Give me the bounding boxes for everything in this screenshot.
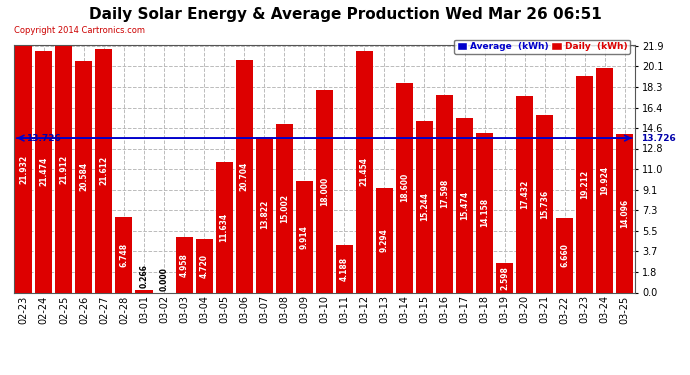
Bar [95, 50, 112, 292]
Text: 17.598: 17.598 [440, 179, 449, 208]
Bar [356, 51, 373, 292]
Text: 15.736: 15.736 [540, 189, 549, 219]
Text: 20.584: 20.584 [79, 162, 88, 191]
Text: 2.598: 2.598 [500, 266, 509, 290]
Text: 9.294: 9.294 [380, 228, 389, 252]
Bar [556, 217, 573, 292]
Text: 21.474: 21.474 [39, 157, 48, 186]
Bar [336, 245, 353, 292]
Text: 19.212: 19.212 [580, 170, 589, 199]
Bar [596, 68, 613, 292]
Bar [175, 237, 193, 292]
Text: 21.932: 21.932 [19, 154, 28, 184]
Bar [436, 94, 453, 292]
Bar [496, 263, 513, 292]
Bar [476, 133, 493, 292]
Bar [75, 61, 92, 292]
Bar [236, 60, 253, 292]
Bar [376, 188, 393, 292]
Text: 9.914: 9.914 [299, 225, 308, 249]
Bar [276, 124, 293, 292]
Text: 21.912: 21.912 [59, 154, 68, 184]
Bar [195, 239, 213, 292]
Text: 15.474: 15.474 [460, 191, 469, 220]
Bar [296, 181, 313, 292]
Text: 18.000: 18.000 [319, 177, 329, 206]
Bar [456, 118, 473, 292]
Text: 6.748: 6.748 [119, 243, 128, 267]
Text: 0.266: 0.266 [139, 264, 148, 288]
Text: Daily Solar Energy & Average Production Wed Mar 26 06:51: Daily Solar Energy & Average Production … [88, 8, 602, 22]
Text: 4.720: 4.720 [199, 254, 208, 278]
Bar [256, 137, 273, 292]
Text: 4.188: 4.188 [340, 257, 349, 281]
Text: 18.600: 18.600 [400, 173, 409, 202]
Text: 15.002: 15.002 [279, 194, 288, 223]
Bar [536, 116, 553, 292]
Bar [115, 217, 132, 292]
Text: 6.660: 6.660 [560, 243, 569, 267]
Text: 17.432: 17.432 [520, 180, 529, 209]
Text: 4.958: 4.958 [179, 253, 188, 276]
Bar [416, 121, 433, 292]
Bar [35, 51, 52, 292]
Text: 15.244: 15.244 [420, 192, 429, 221]
Bar [616, 134, 633, 292]
Text: 21.454: 21.454 [360, 158, 369, 186]
Text: 11.634: 11.634 [219, 213, 228, 242]
Text: 13.822: 13.822 [259, 200, 268, 230]
Text: 20.704: 20.704 [239, 161, 248, 190]
Text: 14.158: 14.158 [480, 198, 489, 227]
Text: 13.726: 13.726 [641, 134, 676, 142]
Bar [576, 76, 593, 292]
Bar [516, 96, 533, 292]
Text: Copyright 2014 Cartronics.com: Copyright 2014 Cartronics.com [14, 26, 145, 35]
Text: 14.096: 14.096 [620, 199, 629, 228]
Bar [55, 46, 72, 292]
Bar [215, 162, 233, 292]
Bar [316, 90, 333, 292]
Legend: Average  (kWh), Daily  (kWh): Average (kWh), Daily (kWh) [454, 40, 630, 54]
Text: 21.612: 21.612 [99, 156, 108, 186]
Bar [15, 46, 32, 292]
Bar [135, 290, 152, 292]
Text: 13.726: 13.726 [26, 134, 61, 142]
Text: 19.924: 19.924 [600, 166, 609, 195]
Bar [396, 83, 413, 292]
Text: 0.000: 0.000 [159, 267, 168, 291]
